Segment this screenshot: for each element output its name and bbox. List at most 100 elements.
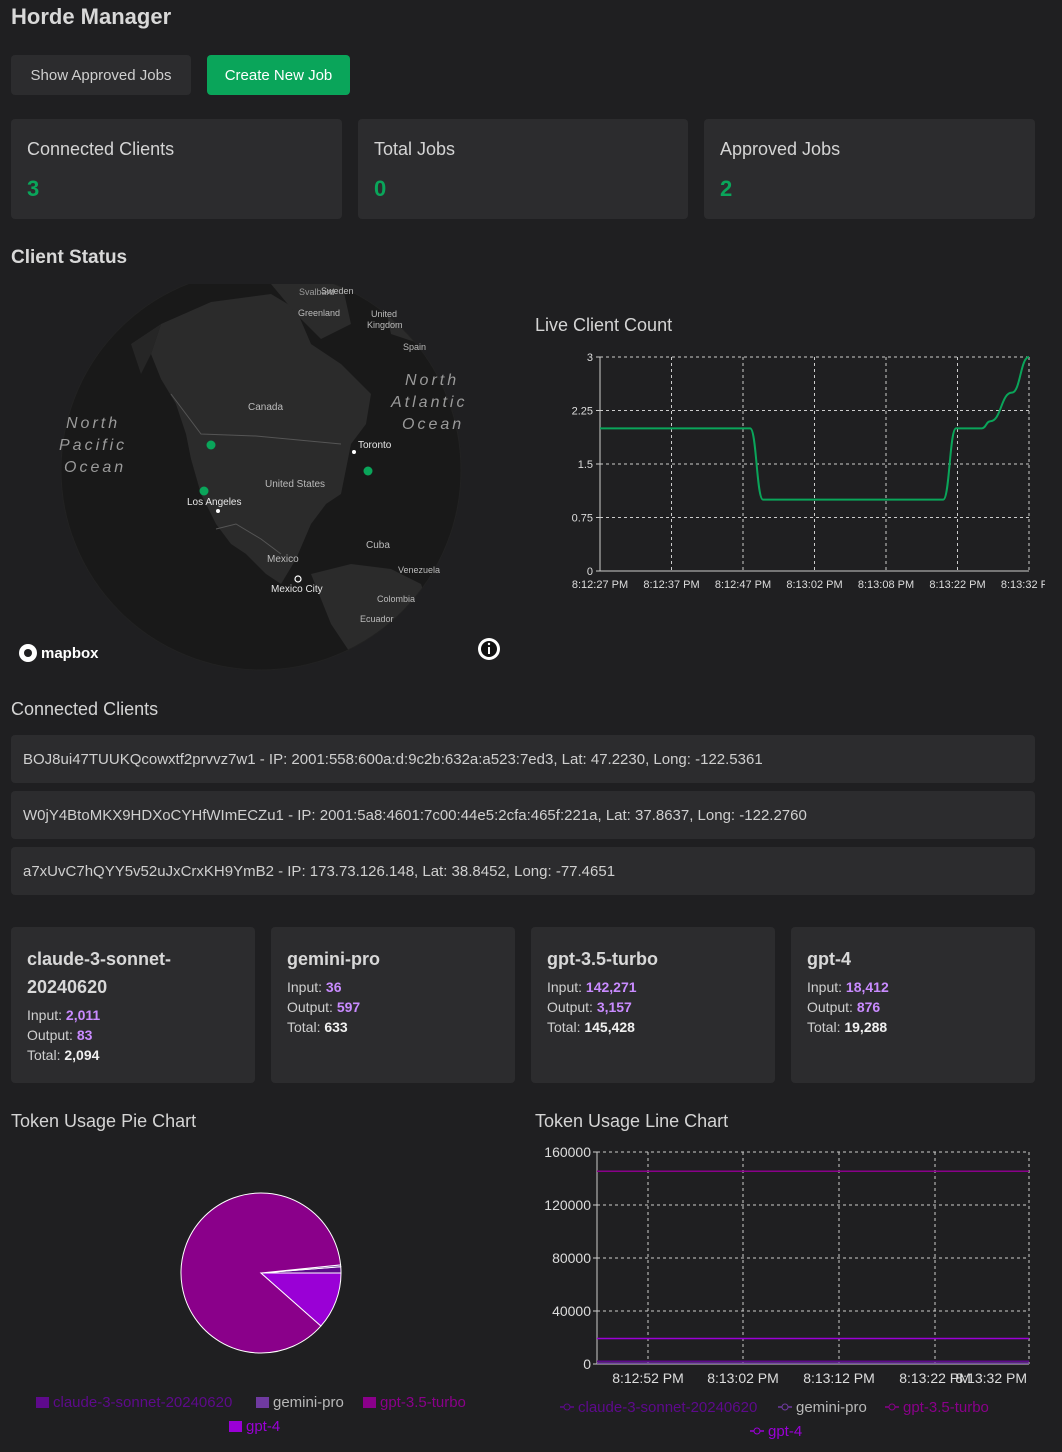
stat-label: Connected Clients	[27, 139, 175, 159]
model-name: gpt-4	[807, 949, 851, 969]
x-tick-label: 8:13:22 PM	[899, 1370, 971, 1386]
stat-card-connected-clients: Connected Clients 3	[11, 119, 342, 219]
stat-card-total-jobs: Total Jobs 0	[358, 119, 688, 219]
legend-swatch	[36, 1397, 49, 1408]
x-tick-label: 8:12:37 PM	[643, 579, 699, 591]
model-output: Output: 83	[27, 1027, 93, 1043]
x-tick-label: 8:13:08 PM	[858, 579, 914, 591]
legend-label: gpt-4	[768, 1423, 802, 1440]
city-dot-toronto	[352, 450, 356, 454]
client-map[interactable]: Svalbard Sweden Greenland United Kingdom…	[11, 284, 521, 674]
legend-swatch	[229, 1421, 242, 1432]
legend-marker	[563, 1403, 571, 1411]
token-usage-pie-chart: claude-3-sonnet-20240620 gemini-pro gpt-3.…	[36, 1192, 466, 1435]
map-label-canada: Canada	[248, 402, 283, 413]
pie-slice	[259, 1272, 342, 1327]
model-output: Output: 876	[807, 999, 881, 1015]
legend-swatch	[363, 1397, 376, 1408]
legend-marker	[781, 1403, 789, 1411]
mapbox-logo[interactable]: mapbox	[19, 644, 99, 662]
map-label-spain: Spain	[403, 342, 426, 352]
client-marker[interactable]	[363, 466, 373, 476]
model-output: Output: 3,157	[547, 999, 632, 1015]
y-tick-label: 1.5	[578, 459, 593, 471]
connected-clients-heading: Connected Clients	[11, 699, 159, 719]
y-tick-label: 3	[587, 352, 593, 364]
x-tick-label: 8:13:32 PM	[1001, 579, 1045, 591]
legend-swatch	[256, 1397, 269, 1408]
stat-card-approved-jobs: Approved Jobs 2	[704, 119, 1035, 219]
x-tick-label: 8:13:02 PM	[707, 1370, 779, 1386]
legend-marker	[753, 1427, 761, 1435]
map-label-la: Los Angeles	[187, 497, 242, 508]
model-input: Input: 18,412	[807, 979, 889, 995]
model-card-gpt35: gpt-3.5-turbo Input: 142,271 Output: 3,1…	[531, 927, 775, 1083]
legend-label: claude-3-sonnet-20240620	[53, 1394, 232, 1411]
y-tick-label: 0.75	[572, 513, 593, 525]
map-label-npo-3: Ocean	[64, 459, 126, 476]
map-label-nao-3: Ocean	[402, 416, 464, 433]
stat-value: 3	[27, 176, 40, 201]
x-tick-label: 8:13:02 PM	[786, 579, 842, 591]
pie-chart-title: Token Usage Pie Chart	[11, 1111, 197, 1131]
map-label-sweden: Sweden	[321, 286, 354, 296]
map-label-npo-2: Pacific	[59, 437, 127, 454]
legend-label: gemini-pro	[273, 1394, 344, 1411]
token-line-chart-title: Token Usage Line Chart	[535, 1111, 729, 1131]
list-item[interactable]: BOJ8ui47TUUKQcowxtf2prvvz7w1 - IP: 2001:…	[11, 735, 1035, 783]
model-output: Output: 597	[287, 999, 361, 1015]
live-client-count-chart: 0 0.75 1.5 2.25 3 8:12:27 PM 8:12:37 PM 8:12:47…	[572, 352, 1045, 591]
map-label-ecuador: Ecuador	[360, 614, 394, 624]
model-card-gpt4: gpt-4 Input: 18,412 Output: 876 Total: 1…	[791, 927, 1035, 1083]
y-tick-label: 120000	[544, 1197, 591, 1213]
city-dot-mexico-city	[294, 575, 302, 583]
map-label-mexico-city: Mexico City	[271, 584, 323, 595]
map-label-us: United States	[265, 479, 325, 490]
model-total: Total: 2,094	[27, 1047, 100, 1063]
map-label-greenland: Greenland	[298, 308, 340, 318]
show-approved-jobs-button[interactable]: Show Approved Jobs	[11, 55, 191, 95]
y-tick-label: 2.25	[572, 406, 593, 418]
info-icon[interactable]	[478, 638, 500, 660]
legend-label: gpt-3.5-turbo	[903, 1399, 989, 1416]
y-tick-label: 160000	[544, 1144, 591, 1160]
create-new-job-button[interactable]: Create New Job	[207, 55, 350, 95]
map-label-npo-1: North	[66, 415, 120, 432]
page-title: Horde Manager	[11, 4, 172, 29]
map-label-uk-2: Kingdom	[367, 320, 403, 330]
legend-label: gpt-3.5-turbo	[380, 1394, 466, 1411]
token-usage-line-chart: 0 40000 80000 120000 160000 8:12:52 PM 8:13:02…	[544, 1144, 1030, 1440]
model-name: gpt-3.5-turbo	[547, 949, 658, 969]
legend-label: claude-3-sonnet-20240620	[578, 1399, 757, 1416]
x-tick-label: 8:13:32 PM	[955, 1370, 1027, 1386]
y-tick-label: 0	[587, 566, 593, 578]
city-dot-la	[216, 509, 220, 513]
map-label-uk-1: United	[371, 309, 397, 319]
map-label-svalbard: Svalbard	[299, 287, 335, 297]
list-item[interactable]: W0jY4BtoMKX9HDXoCYHfWImECZu1 - IP: 2001:…	[11, 791, 1035, 839]
map-label-venezuela: Venezuela	[398, 565, 440, 575]
stat-label: Approved Jobs	[720, 139, 841, 159]
client-marker[interactable]	[206, 440, 216, 450]
svg-text:mapbox: mapbox	[41, 645, 99, 662]
stat-value: 0	[374, 176, 387, 201]
model-card-claude: claude-3-sonnet- 20240620 Input: 2,011 Ou…	[11, 927, 255, 1083]
model-input: Input: 142,271	[547, 979, 637, 995]
model-input: Input: 36	[287, 979, 342, 995]
map-label-mexico: Mexico	[267, 554, 299, 565]
live-client-count-title: Live Client Count	[535, 315, 673, 335]
model-card-gemini: gemini-pro Input: 36 Output: 597 Total: …	[271, 927, 515, 1083]
map-label-cuba: Cuba	[366, 540, 390, 551]
client-marker[interactable]	[199, 486, 209, 496]
model-total: Total: 19,288	[807, 1019, 888, 1035]
list-item[interactable]: a7xUvC7hQYY5v52uJxCrxKH9YmB2 - IP: 173.7…	[11, 847, 1035, 895]
x-tick-label: 8:12:52 PM	[612, 1370, 684, 1386]
x-tick-label: 8:12:27 PM	[572, 579, 628, 591]
legend-label: gpt-4	[246, 1418, 280, 1435]
client-status-heading: Client Status	[11, 247, 128, 268]
y-tick-label: 40000	[552, 1303, 591, 1319]
map-label-nao-1: North	[405, 372, 459, 389]
map-label-nao-2: Atlantic	[390, 394, 467, 411]
model-total: Total: 633	[287, 1019, 348, 1035]
x-tick-label: 8:12:47 PM	[715, 579, 771, 591]
